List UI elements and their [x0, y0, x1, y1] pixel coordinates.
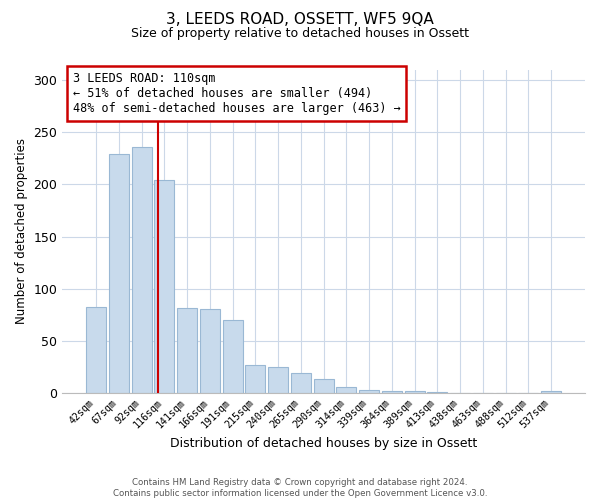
Text: 3, LEEDS ROAD, OSSETT, WF5 9QA: 3, LEEDS ROAD, OSSETT, WF5 9QA	[166, 12, 434, 28]
Bar	[109, 154, 129, 392]
Text: Size of property relative to detached houses in Ossett: Size of property relative to detached ho…	[131, 28, 469, 40]
X-axis label: Distribution of detached houses by size in Ossett: Distribution of detached houses by size …	[170, 437, 477, 450]
Bar	[337, 388, 356, 392]
Bar	[177, 308, 197, 392]
Bar	[359, 390, 379, 392]
Y-axis label: Number of detached properties: Number of detached properties	[15, 138, 28, 324]
Bar	[268, 366, 288, 392]
Text: Contains HM Land Registry data © Crown copyright and database right 2024.
Contai: Contains HM Land Registry data © Crown c…	[113, 478, 487, 498]
Bar	[154, 180, 175, 392]
Bar	[245, 364, 265, 392]
Bar	[404, 390, 425, 392]
Bar	[223, 320, 242, 392]
Bar	[314, 379, 334, 392]
Bar	[131, 147, 152, 392]
Bar	[382, 390, 402, 392]
Text: 3 LEEDS ROAD: 110sqm
← 51% of detached houses are smaller (494)
48% of semi-deta: 3 LEEDS ROAD: 110sqm ← 51% of detached h…	[73, 72, 400, 114]
Bar	[541, 390, 561, 392]
Bar	[291, 373, 311, 392]
Bar	[86, 308, 106, 392]
Bar	[200, 310, 220, 392]
